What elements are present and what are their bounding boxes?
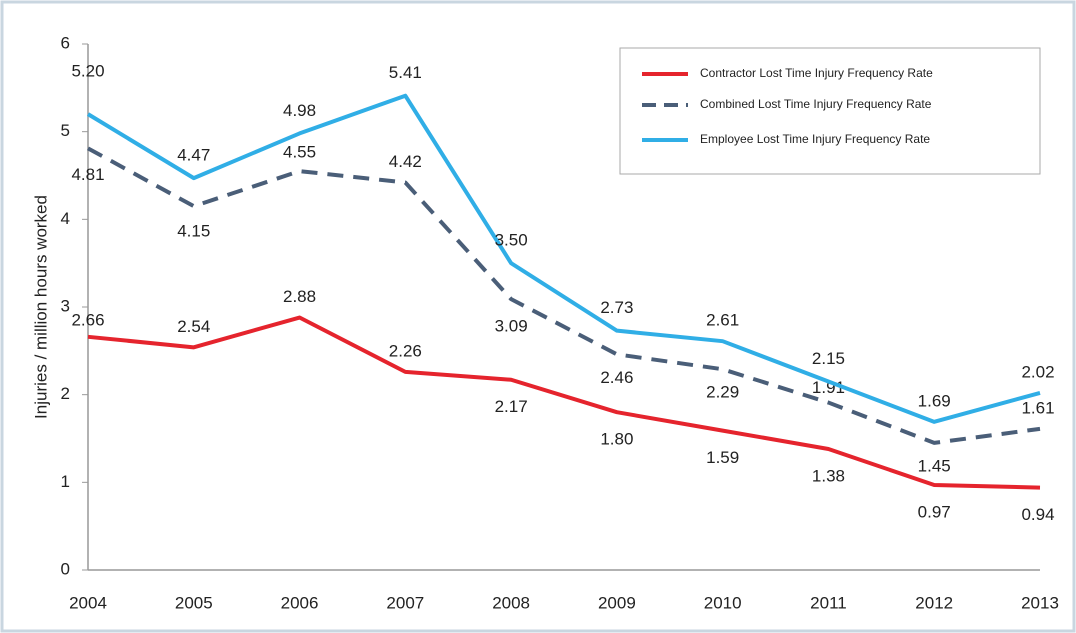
data-label: 1.69 — [918, 391, 951, 410]
data-label: 4.98 — [283, 101, 316, 120]
data-label: 4.47 — [177, 146, 210, 165]
data-label: 1.38 — [812, 467, 845, 486]
y-tick-label: 1 — [61, 472, 70, 491]
x-tick-label: 2009 — [598, 593, 636, 612]
data-label: 2.17 — [495, 397, 528, 416]
data-label: 4.42 — [389, 152, 422, 171]
data-label: 1.59 — [706, 448, 739, 467]
x-tick-label: 2007 — [386, 593, 424, 612]
data-label: 4.55 — [283, 143, 316, 162]
data-label: 3.09 — [495, 317, 528, 336]
x-tick-label: 2012 — [915, 593, 953, 612]
data-label: 1.80 — [600, 430, 633, 449]
y-tick-label: 6 — [61, 33, 70, 52]
data-label: 2.61 — [706, 311, 739, 330]
data-label: 2.66 — [71, 310, 104, 329]
x-tick-label: 2004 — [69, 593, 107, 612]
y-tick-label: 4 — [61, 209, 70, 228]
data-label: 2.46 — [600, 368, 633, 387]
data-label: 2.02 — [1021, 362, 1054, 381]
x-tick-label: 2011 — [810, 593, 847, 612]
legend-label: Contractor Lost Time Injury Frequency Ra… — [700, 66, 933, 80]
data-label: 2.26 — [389, 341, 422, 360]
data-label: 0.97 — [918, 502, 951, 521]
data-label: 1.61 — [1021, 398, 1054, 417]
x-tick-label: 2013 — [1021, 593, 1059, 612]
data-label: 4.81 — [71, 165, 104, 184]
data-label: 2.29 — [706, 383, 739, 402]
series-line — [87, 315, 1041, 490]
x-tick-label: 2008 — [492, 593, 530, 612]
series-line — [86, 93, 1041, 424]
x-tick-label: 2005 — [175, 593, 213, 612]
data-label: 5.20 — [71, 62, 104, 81]
data-label: 3.50 — [495, 231, 528, 250]
data-label: 2.73 — [600, 298, 633, 317]
y-tick-label: 5 — [61, 121, 70, 140]
legend-label: Combined Lost Time Injury Frequency Rate — [700, 97, 932, 111]
data-label: 2.15 — [812, 349, 845, 368]
series-line — [87, 146, 1041, 445]
x-tick-label: 2010 — [704, 593, 742, 612]
data-label: 1.45 — [918, 456, 951, 475]
legend-box — [619, 47, 1041, 175]
y-tick-label: 3 — [61, 296, 70, 315]
y-axis-label: Injuries / million hours worked — [31, 195, 50, 419]
y-tick-label: 0 — [61, 559, 70, 578]
data-label: 2.88 — [283, 287, 316, 306]
x-tick-label: 2006 — [281, 593, 319, 612]
data-label: 5.41 — [389, 63, 422, 82]
data-label: 0.94 — [1021, 505, 1054, 524]
y-tick-label: 2 — [61, 384, 70, 403]
data-label: 2.54 — [177, 317, 210, 336]
data-label: 4.15 — [177, 222, 210, 241]
legend-label: Employee Lost Time Injury Frequency Rate — [700, 132, 930, 146]
